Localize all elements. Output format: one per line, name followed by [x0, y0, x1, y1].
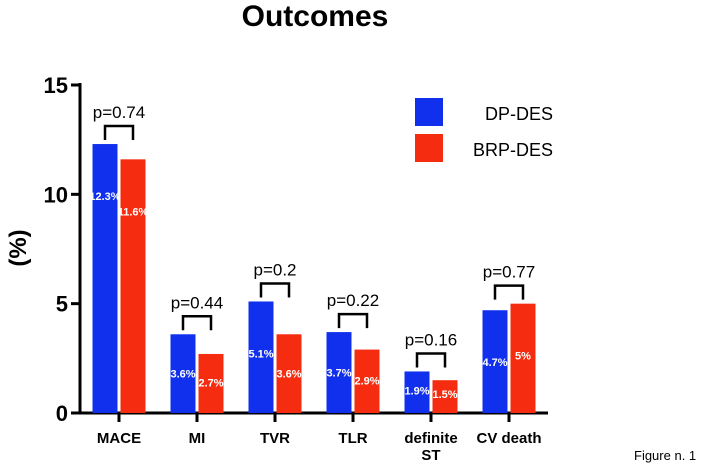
y-tick-label: 5 [56, 292, 68, 317]
data-label: 3.7% [326, 368, 351, 380]
x-tick-label: MACE [97, 430, 141, 447]
bar-brp-des [198, 353, 224, 413]
data-label: 5% [515, 351, 531, 363]
legend-label: BRP-DES [473, 140, 553, 160]
p-value-bracket [181, 315, 213, 331]
p-value-label: p=0.2 [253, 260, 296, 279]
data-label: 4.7% [482, 357, 507, 369]
x-tick-label: TLR [338, 430, 367, 447]
data-label: 5.1% [248, 348, 273, 360]
legend-swatch-brp-des [415, 134, 443, 162]
data-label: 11.6% [118, 206, 149, 218]
y-ticks: 0 5 10 15 [44, 73, 80, 426]
data-label: 2.9% [354, 375, 379, 387]
p-value-bracket [415, 352, 447, 368]
bar-brp-des [354, 349, 380, 413]
bar-dp-des [170, 334, 196, 413]
y-tick-label: 10 [44, 182, 68, 207]
legend-swatch-dp-des [415, 98, 443, 126]
legend: DP-DES BRP-DES [415, 98, 553, 162]
x-tick-label: definite [404, 430, 457, 447]
bars: 12.3%11.6%3.6%2.7%5.1%3.6% 3.7%2.9%1.9% 1.… [89, 144, 536, 414]
data-label: 3.6% [170, 369, 195, 381]
data-label: 2.7% [198, 377, 223, 389]
bar-brp-des [120, 159, 146, 413]
bar-dp-des [326, 332, 352, 413]
y-tick-label: 0 [56, 401, 68, 426]
p-value-label: p=0.77 [483, 263, 535, 282]
p-value-bracket [259, 282, 291, 298]
data-label: 1.5% [432, 389, 457, 401]
y-axis-label: (%) [5, 229, 32, 266]
bar-brp-des [276, 334, 302, 413]
x-tick-label: ST [421, 447, 440, 464]
axes [78, 83, 548, 415]
p-value-label: p=0.74 [93, 103, 145, 122]
chart-title: Outcomes [242, 0, 389, 33]
data-label: 12.3% [89, 191, 120, 203]
p-value-label: p=0.44 [171, 293, 223, 312]
bar-dp-des [404, 371, 430, 413]
p-value-bracket [103, 124, 135, 141]
bar-brp-des [510, 303, 536, 413]
y-tick-label: 15 [44, 73, 68, 98]
x-tick-label: CV death [476, 430, 541, 447]
bar-dp-des [482, 310, 508, 413]
data-label: 3.6% [276, 369, 301, 381]
p-value-bracket [337, 312, 369, 329]
x-tick-label: MI [189, 430, 206, 447]
legend-label: DP-DES [485, 104, 553, 124]
bar-dp-des [248, 301, 274, 413]
p-value-bracket [493, 284, 525, 300]
data-label: 1.9% [404, 385, 429, 397]
bar-brp-des [432, 380, 458, 413]
figure-caption: Figure n. 1 [634, 448, 696, 463]
bar-dp-des [92, 144, 118, 414]
p-value-label: p=0.22 [327, 291, 379, 310]
p-value-label: p=0.16 [405, 330, 457, 349]
p-value-brackets: p=0.74 p=0.44 p=0.2 p=0.22 p=0.16 p=0.77 [93, 103, 535, 368]
x-tick-label: TVR [260, 430, 290, 447]
